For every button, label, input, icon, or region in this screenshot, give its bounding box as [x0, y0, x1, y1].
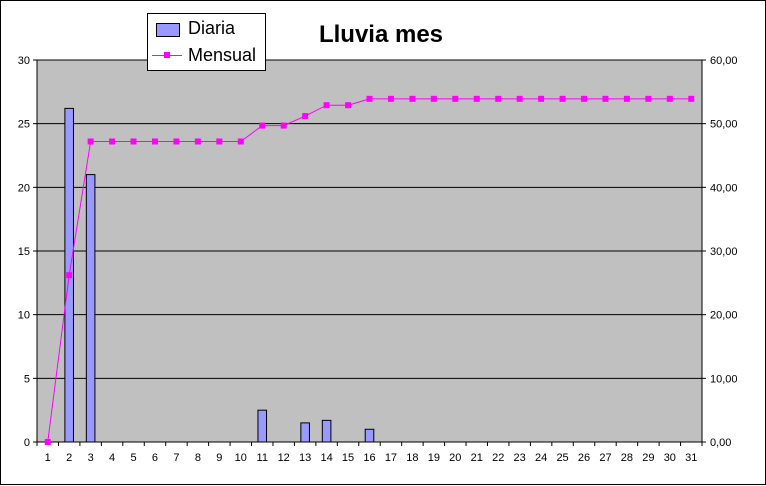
point-mensual	[559, 95, 566, 102]
y-left-tick-label: 25	[18, 119, 30, 131]
point-mensual	[688, 95, 695, 102]
point-mensual	[130, 138, 137, 145]
x-tick-label: 20	[449, 452, 461, 464]
x-tick-label: 17	[385, 452, 397, 464]
x-tick-label: 24	[535, 452, 547, 464]
x-tick-label: 16	[363, 452, 375, 464]
x-tick-label: 15	[342, 452, 354, 464]
x-tick-label: 6	[152, 452, 158, 464]
y-right-tick-label: 60,00	[710, 55, 738, 67]
point-mensual	[516, 95, 523, 102]
point-mensual	[387, 95, 394, 102]
point-mensual	[109, 138, 116, 145]
x-tick-label: 8	[195, 452, 201, 464]
x-tick-label: 10	[235, 452, 247, 464]
x-tick-label: 9	[216, 452, 222, 464]
point-mensual	[409, 95, 416, 102]
y-left-tick-label: 5	[24, 373, 30, 385]
x-tick-label: 12	[278, 452, 290, 464]
x-tick-label: 1	[45, 452, 51, 464]
x-tick-label: 23	[514, 452, 526, 464]
y-left-tick-label: 30	[18, 55, 30, 67]
x-tick-label: 5	[130, 452, 136, 464]
x-tick-label: 30	[664, 452, 676, 464]
x-tick-label: 29	[642, 452, 654, 464]
point-mensual	[666, 95, 673, 102]
x-tick-label: 4	[109, 452, 115, 464]
bar-diaria	[364, 428, 375, 443]
y-left-tick-label: 0	[24, 437, 30, 449]
x-tick-label: 31	[685, 452, 697, 464]
bar-diaria	[257, 409, 268, 443]
point-mensual	[623, 95, 630, 102]
bar-diaria	[321, 419, 332, 443]
point-mensual	[194, 138, 201, 145]
legend-item-diaria: Diaria	[148, 17, 265, 41]
point-mensual	[259, 122, 266, 129]
x-tick-label: 26	[578, 452, 590, 464]
point-mensual	[66, 272, 73, 279]
x-tick-label: 2	[66, 452, 72, 464]
legend-item-mensual: Mensual	[148, 44, 265, 68]
point-mensual	[216, 138, 223, 145]
y-left-tick-label: 10	[18, 310, 30, 322]
x-tick-label: 18	[406, 452, 418, 464]
x-tick-label: 22	[492, 452, 504, 464]
point-mensual	[151, 138, 158, 145]
bar-diaria	[85, 174, 96, 443]
y-right-tick-label: 40,00	[710, 182, 738, 194]
point-mensual	[237, 138, 244, 145]
x-tick-label: 14	[320, 452, 332, 464]
point-mensual	[280, 122, 287, 129]
y-right-tick-label: 20,00	[710, 310, 738, 322]
point-mensual	[538, 95, 545, 102]
point-mensual	[345, 102, 352, 109]
y-left-tick-label: 20	[18, 182, 30, 194]
point-mensual	[173, 138, 180, 145]
x-tick-label: 7	[173, 452, 179, 464]
x-tick-label: 27	[599, 452, 611, 464]
y-right-tick-label: 50,00	[710, 119, 738, 131]
bar-diaria	[300, 422, 310, 443]
x-tick-label: 28	[621, 452, 633, 464]
point-mensual	[495, 95, 502, 102]
chart-title: Lluvia mes	[318, 21, 444, 48]
y-left-tick-label: 15	[18, 246, 30, 258]
x-tick-label: 3	[88, 452, 94, 464]
point-mensual	[323, 102, 330, 109]
point-mensual	[473, 95, 480, 102]
x-tick-label: 19	[428, 452, 440, 464]
point-mensual	[87, 138, 94, 145]
legend-label-mensual: Mensual	[188, 45, 257, 65]
legend-label-diaria: Diaria	[188, 18, 236, 38]
x-tick-label: 13	[299, 452, 311, 464]
point-mensual	[44, 439, 51, 445]
point-mensual	[366, 95, 373, 102]
x-tick-label: 21	[471, 452, 483, 464]
x-tick-label: 25	[556, 452, 568, 464]
point-mensual	[581, 95, 588, 102]
y-right-tick-label: 0,00	[710, 437, 731, 449]
point-mensual	[645, 95, 652, 102]
y-right-tick-label: 10,00	[710, 373, 738, 385]
y-right-tick-label: 30,00	[710, 246, 738, 258]
legend: Diaria Mensual	[147, 13, 266, 71]
point-mensual	[602, 95, 609, 102]
point-mensual	[452, 95, 459, 102]
legend-swatch-diaria	[156, 23, 180, 37]
point-mensual	[302, 113, 309, 120]
x-tick-label: 11	[257, 452, 268, 464]
legend-marker-mensual	[164, 52, 170, 58]
point-mensual	[430, 95, 437, 102]
